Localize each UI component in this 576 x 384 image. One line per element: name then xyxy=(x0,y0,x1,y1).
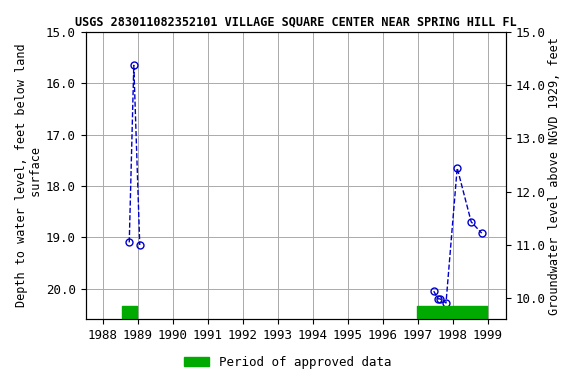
Title: USGS 283011082352101 VILLAGE SQUARE CENTER NEAR SPRING HILL FL: USGS 283011082352101 VILLAGE SQUARE CENT… xyxy=(75,15,516,28)
Y-axis label: Groundwater level above NGVD 1929, feet: Groundwater level above NGVD 1929, feet xyxy=(548,37,561,314)
Y-axis label: Depth to water level, feet below land
 surface: Depth to water level, feet below land su… xyxy=(15,44,43,308)
Legend: Period of approved data: Period of approved data xyxy=(179,351,397,374)
